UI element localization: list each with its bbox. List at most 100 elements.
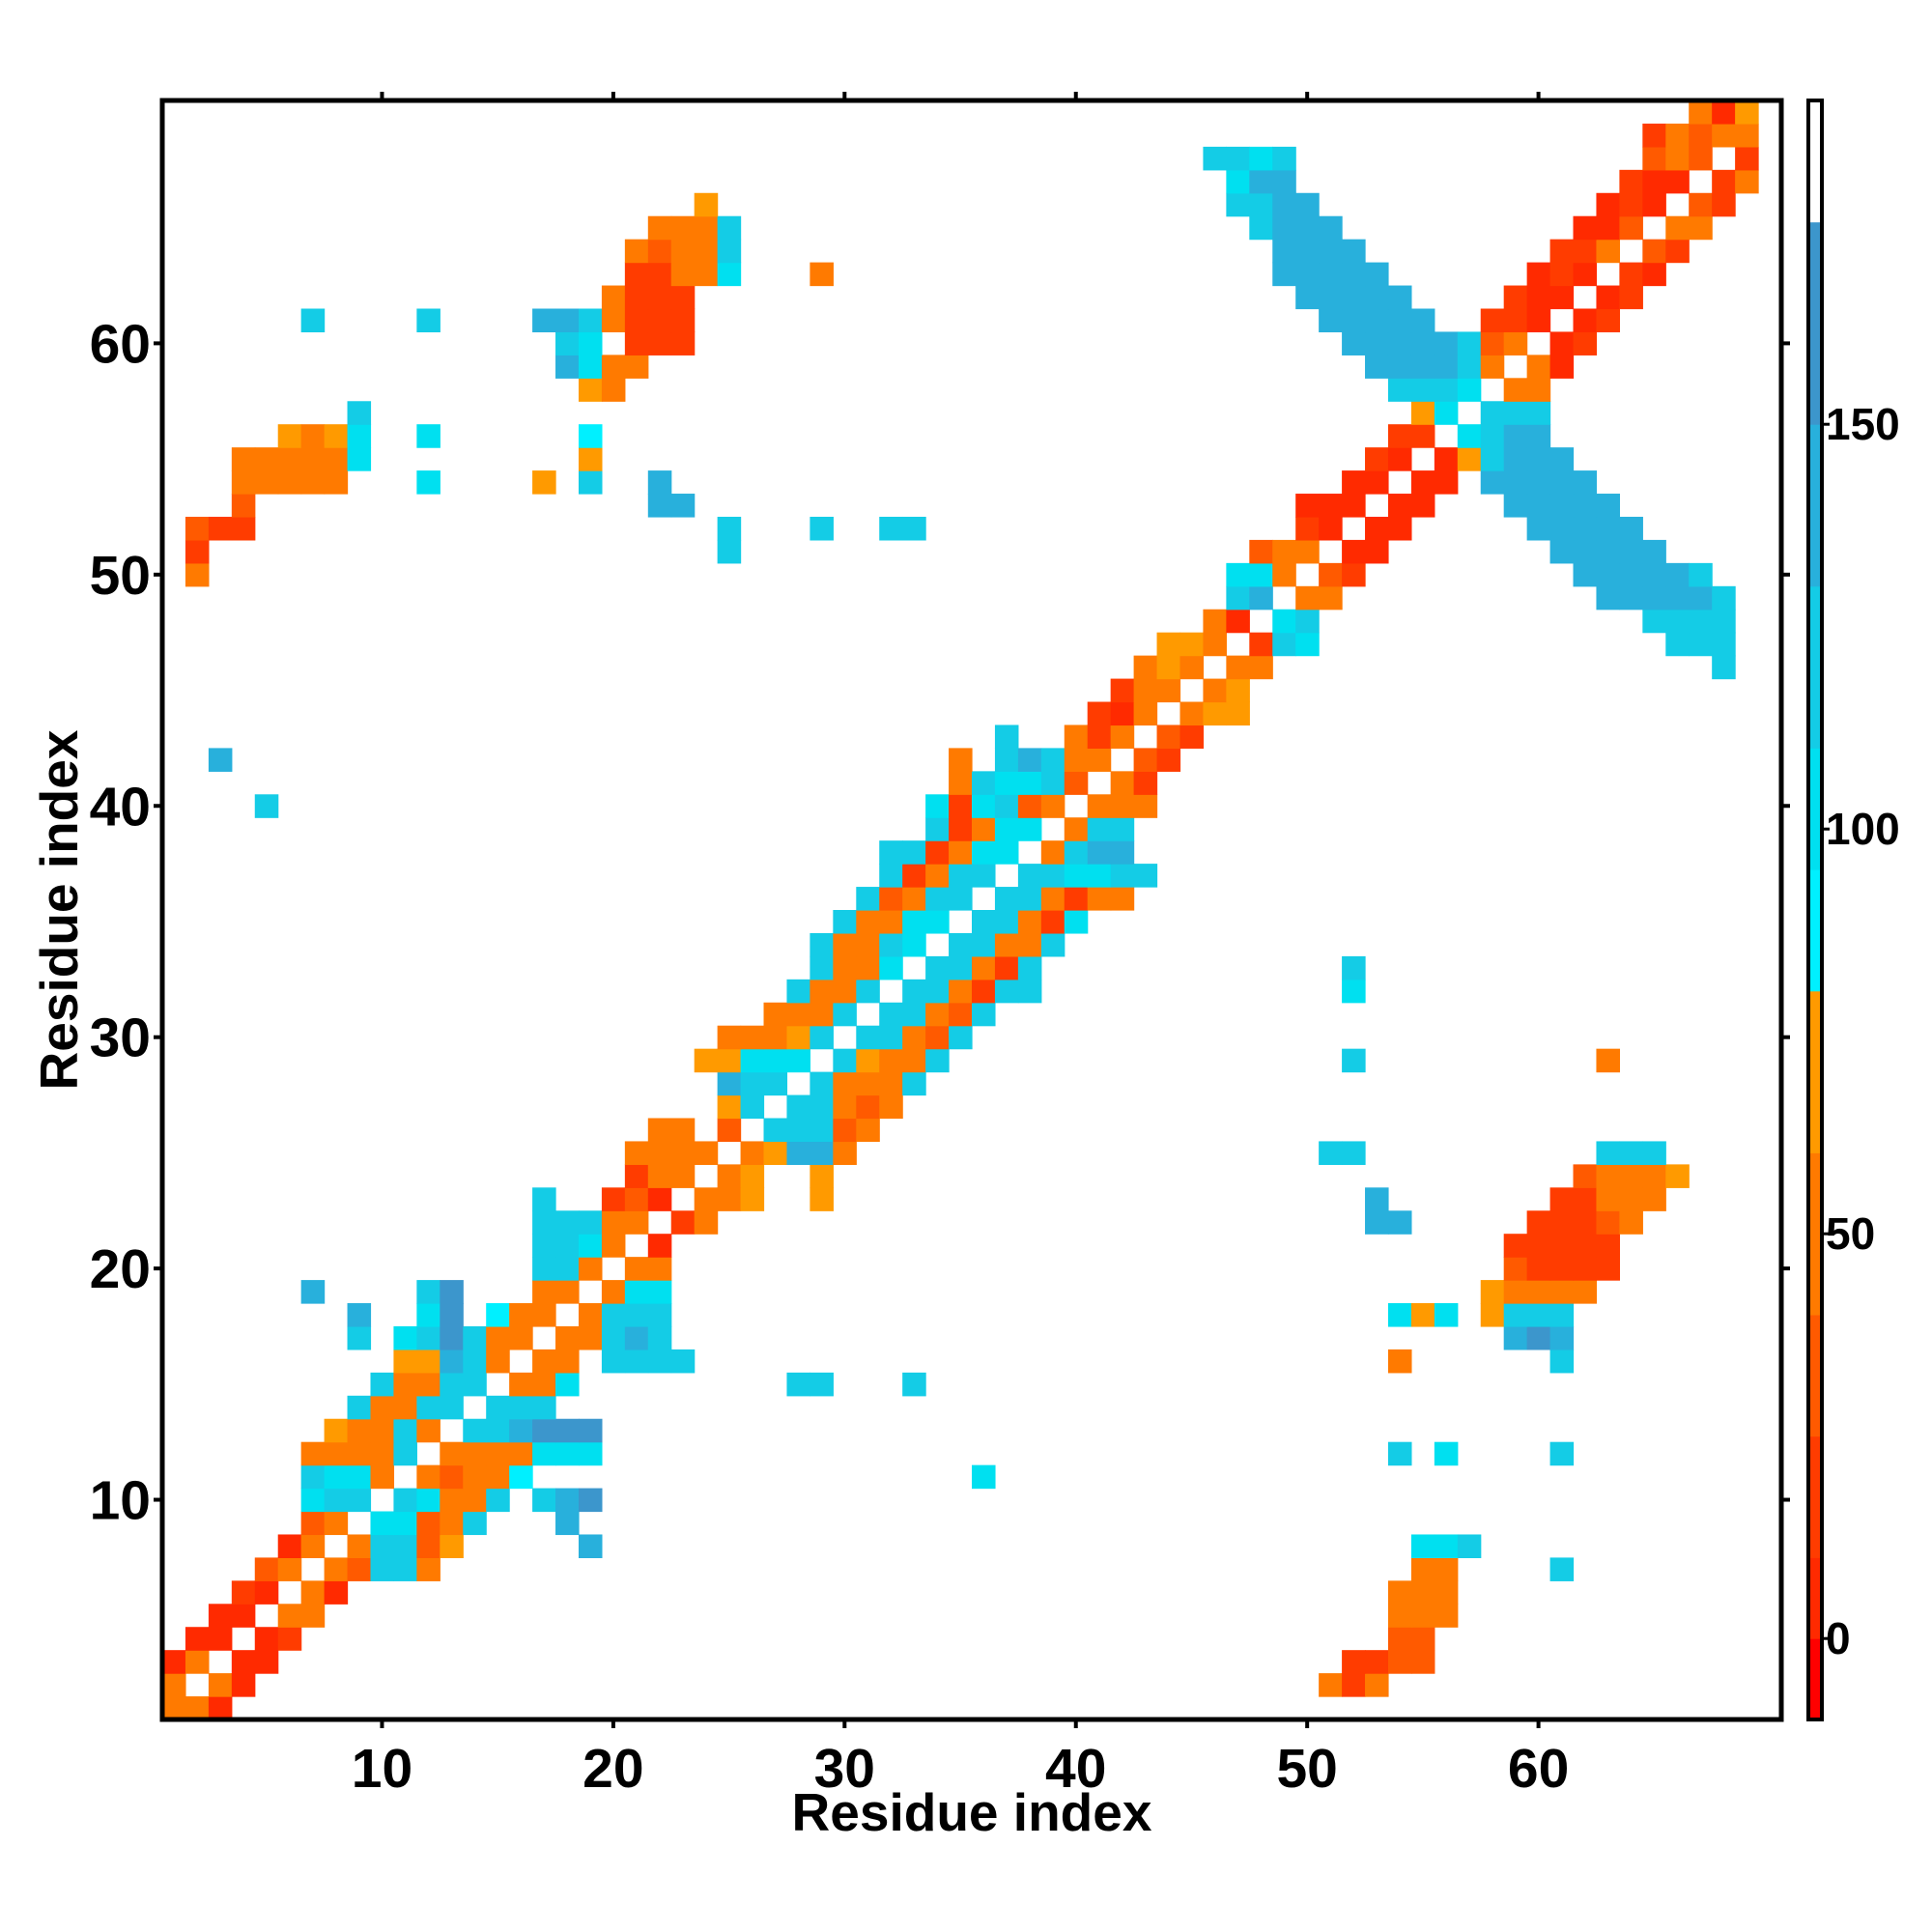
heatmap-cell: [1410, 1580, 1435, 1605]
heatmap-cell: [1110, 864, 1135, 888]
heatmap-cell: [1573, 1164, 1598, 1188]
heatmap-cell: [1249, 632, 1273, 657]
heatmap-cell: [1642, 1187, 1666, 1211]
heatmap-cell: [949, 979, 973, 1004]
heatmap-cell: [670, 494, 696, 518]
heatmap-cell: [1689, 562, 1713, 587]
heatmap-cell: [532, 1418, 556, 1443]
heatmap-cell: [1480, 331, 1505, 355]
heatmap-cell: [1087, 794, 1112, 818]
x-tick-label: 60: [1508, 1738, 1569, 1800]
heatmap-cell: [416, 470, 440, 495]
heatmap-cell: [994, 910, 1019, 934]
heatmap-cell: [1596, 215, 1620, 241]
heatmap-cell: [1526, 1210, 1551, 1235]
heatmap-cell: [1064, 748, 1089, 772]
heatmap-cell: [185, 1627, 210, 1651]
heatmap-cell: [1017, 794, 1042, 818]
heatmap-cell: [879, 516, 903, 541]
heatmap-cell: [925, 840, 950, 865]
heatmap-cell: [555, 355, 580, 379]
heatmap-cell: [1342, 1048, 1366, 1073]
heatmap-cell: [463, 1325, 487, 1350]
heatmap-cell: [1410, 1557, 1435, 1581]
heatmap-cell: [1410, 424, 1435, 448]
heatmap-cell: [578, 331, 603, 355]
heatmap-cell: [1203, 632, 1227, 657]
heatmap-cell: [1226, 609, 1250, 634]
heatmap-cell: [786, 1118, 810, 1143]
heatmap-cell: [1387, 516, 1412, 541]
heatmap-cell: [370, 1534, 395, 1558]
heatmap-cell: [1342, 1650, 1366, 1674]
heatmap-cell: [879, 840, 903, 865]
heatmap-cell: [300, 1280, 326, 1304]
colorbar-tick-label: 100: [1826, 804, 1900, 854]
heatmap-cell: [1549, 516, 1575, 541]
heatmap-cell: [1596, 1141, 1620, 1165]
heatmap-cell: [1549, 1303, 1575, 1327]
heatmap-cell: [1434, 401, 1459, 425]
heatmap-cell: [1040, 840, 1065, 865]
heatmap-cell: [1272, 146, 1296, 171]
heatmap-cell: [1712, 609, 1736, 634]
heatmap-cell: [1573, 516, 1598, 541]
heatmap-cell: [370, 1557, 395, 1581]
heatmap-cell: [1156, 678, 1181, 703]
heatmap-cell: [555, 1488, 580, 1513]
colorbar-frame: [1806, 99, 1824, 1721]
heatmap-cell: [1410, 1534, 1435, 1558]
heatmap-cell: [1387, 494, 1412, 518]
y-axis-title: Residue index: [29, 729, 89, 1090]
heatmap-cell: [1365, 308, 1389, 333]
heatmap-cell: [925, 979, 950, 1004]
heatmap-cell: [1573, 331, 1598, 355]
y-tick-label: 10: [90, 1470, 151, 1532]
heatmap-cell: [833, 979, 857, 1004]
heatmap-cell: [833, 910, 857, 934]
heatmap-cell: [624, 355, 649, 379]
heatmap-cell: [555, 308, 580, 333]
heatmap-cell: [1480, 447, 1505, 471]
heatmap-cell: [624, 331, 649, 355]
heatmap-cell: [670, 285, 696, 310]
heatmap-cell: [1457, 1534, 1482, 1558]
heatmap-cell: [393, 1441, 417, 1466]
heatmap-cell: [1503, 1303, 1528, 1327]
heatmap-cell: [1295, 262, 1320, 287]
heatmap-cell: [694, 192, 719, 217]
heatmap-cell: [208, 1627, 233, 1651]
x-tick-label: 10: [352, 1738, 412, 1800]
heatmap-cell: [1064, 864, 1089, 888]
heatmap-cell: [1272, 169, 1296, 194]
heatmap-cell: [578, 447, 603, 471]
heatmap-cell: [1087, 748, 1112, 772]
heatmap-cell: [1110, 771, 1135, 795]
heatmap-cell: [1272, 215, 1296, 241]
heatmap-cell: [1087, 864, 1112, 888]
heatmap-cell: [1179, 632, 1205, 657]
heatmap-cell: [925, 910, 950, 934]
heatmap-cell: [763, 1118, 788, 1143]
heatmap-cell: [1319, 215, 1343, 241]
heatmap-cell: [300, 1464, 326, 1490]
heatmap-cell: [670, 1349, 696, 1374]
heatmap-cell: [1573, 470, 1598, 495]
heatmap-cell: [1087, 724, 1112, 749]
heatmap-cell: [1457, 355, 1482, 379]
heatmap-cell: [1179, 724, 1205, 749]
heatmap-cell: [994, 840, 1019, 865]
heatmap-cell: [416, 308, 440, 333]
heatmap-cell: [324, 1418, 349, 1443]
heatmap-cell: [1434, 470, 1459, 495]
heatmap-cell: [601, 1210, 626, 1235]
heatmap-cell: [670, 308, 696, 333]
heatmap-cell: [300, 1604, 326, 1628]
heatmap-cell: [972, 840, 996, 865]
heatmap-cell: [370, 1441, 395, 1466]
heatmap-cell: [1342, 979, 1366, 1004]
heatmap-cell: [810, 1164, 834, 1188]
heatmap-cell: [1133, 771, 1158, 795]
heatmap-cell: [856, 1048, 880, 1073]
heatmap-cell: [810, 1118, 834, 1143]
